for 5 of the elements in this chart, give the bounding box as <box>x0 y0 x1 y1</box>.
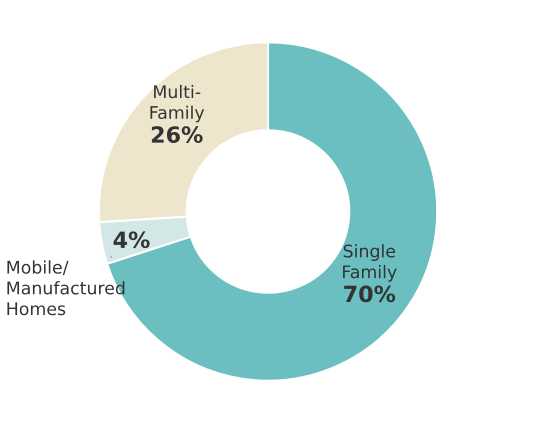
data-label: 4% <box>114 231 150 248</box>
data-label: 26% <box>152 126 203 143</box>
slice-label: Single Family <box>343 244 397 282</box>
data-label: 70% <box>344 285 396 302</box>
slice-label: Multi- Family <box>150 84 204 122</box>
